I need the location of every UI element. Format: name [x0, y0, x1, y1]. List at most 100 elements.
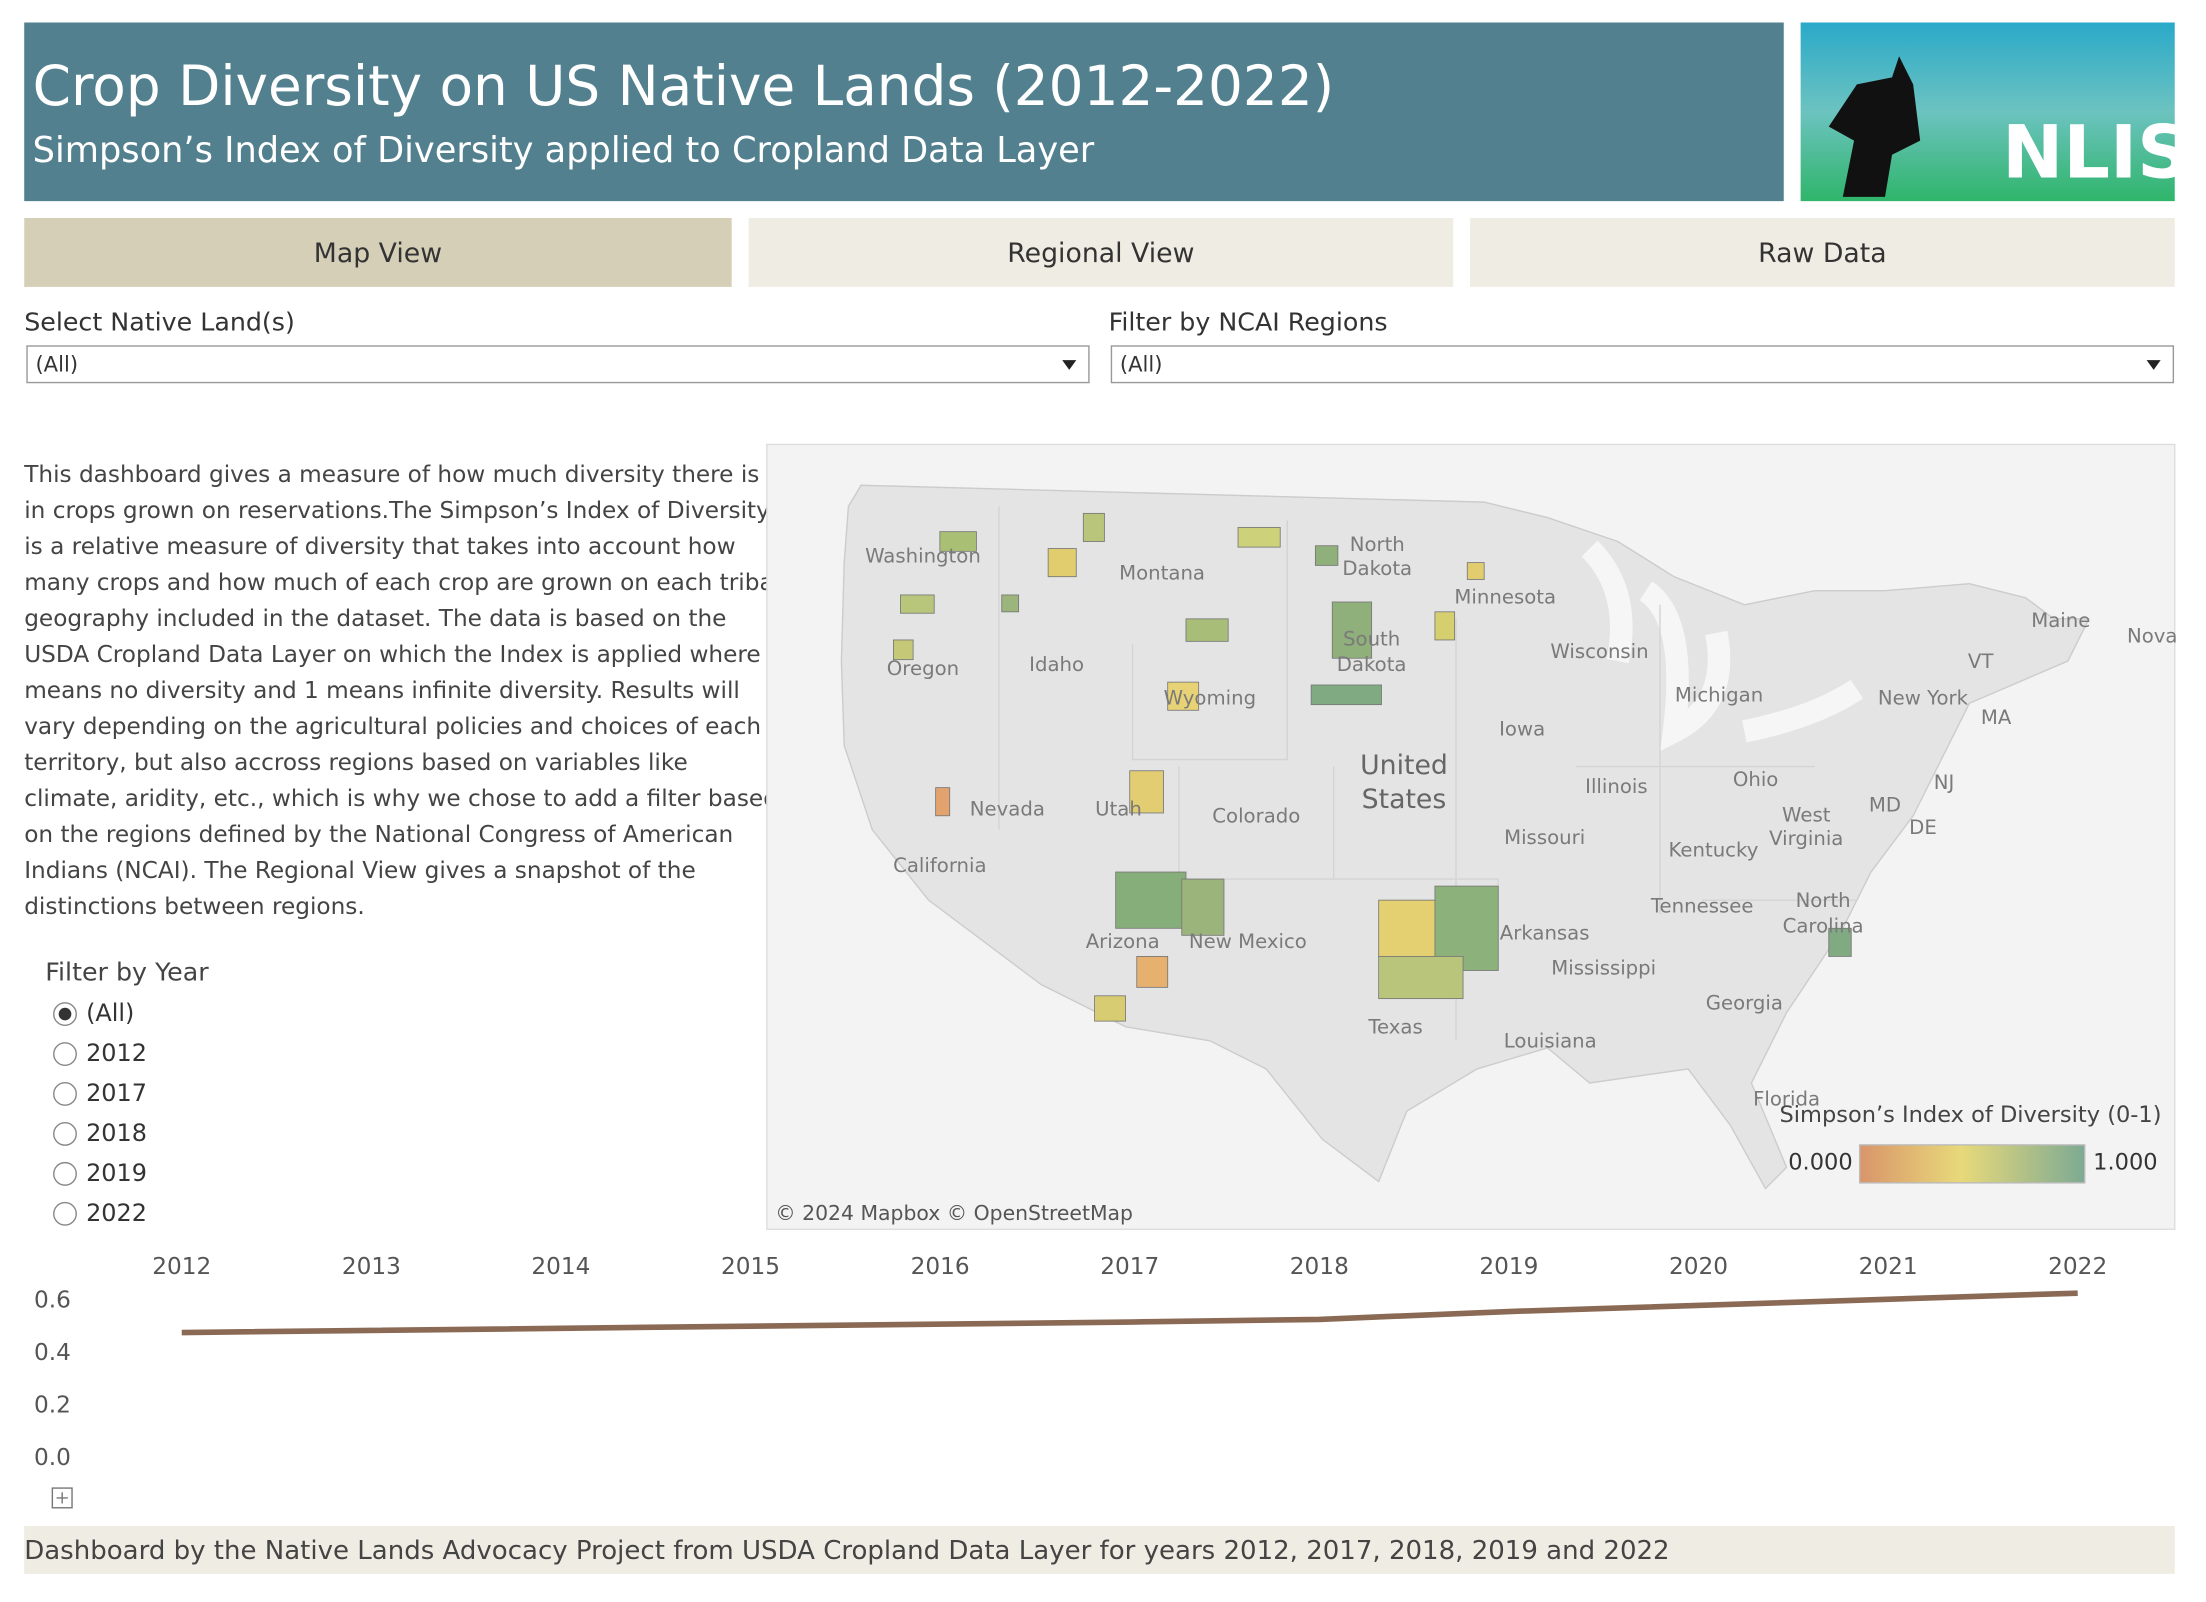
- header-bar: [24, 22, 1784, 202]
- map-label: Oregon: [887, 657, 959, 680]
- description-line: vary depending on the agricultural polic…: [24, 713, 761, 740]
- native-land[interactable]: [1136, 955, 1169, 988]
- map-label: Mississippi: [1551, 957, 1656, 980]
- map-label: Arizona: [1086, 930, 1160, 953]
- dropdown-value: (All): [1120, 352, 1163, 377]
- radio-label: (All): [86, 999, 134, 1027]
- map-label: Dakota: [1337, 653, 1407, 676]
- radio[interactable]: [53, 1042, 77, 1066]
- legend-gradient: [1858, 1144, 2086, 1184]
- great-lakes: [1581, 540, 1864, 751]
- x-tick-label: 2022: [2048, 1253, 2107, 1280]
- footer-bar: [24, 1526, 2175, 1574]
- x-tick-label: 2014: [531, 1253, 590, 1280]
- x-tick-label: 2020: [1669, 1253, 1728, 1280]
- map-label: California: [893, 854, 987, 877]
- native-land[interactable]: [935, 787, 951, 817]
- native-land[interactable]: [1378, 899, 1436, 957]
- y-tick-label: 0.6: [34, 1287, 71, 1314]
- native-land[interactable]: [1314, 545, 1339, 566]
- radio[interactable]: [53, 1201, 77, 1226]
- tab-label: Map View: [314, 238, 442, 269]
- map-label: Arkansas: [1500, 921, 1590, 944]
- tab[interactable]: [24, 218, 732, 287]
- map-label: DE: [1909, 816, 1937, 839]
- radio[interactable]: [53, 1161, 77, 1186]
- radio-dot: [58, 1007, 72, 1021]
- legend-max: 1.000: [2093, 1150, 2157, 1176]
- map-label: Minnesota: [1454, 585, 1556, 608]
- description-line: on the regions defined by the National C…: [24, 821, 733, 848]
- native-land[interactable]: [1167, 681, 1200, 711]
- map-label: Carolina: [1783, 914, 1864, 937]
- native-land[interactable]: [1237, 527, 1281, 548]
- radio[interactable]: [53, 1121, 77, 1146]
- map-label: Utah: [1095, 798, 1142, 821]
- map-label: MA: [1981, 706, 2012, 729]
- description-line: distinctions between regions.: [24, 893, 365, 920]
- native-land[interactable]: [1001, 594, 1020, 613]
- map-label: Michigan: [1675, 684, 1763, 707]
- map-label: Washington: [865, 544, 981, 567]
- description-line: This dashboard gives a measure of how mu…: [23, 461, 759, 488]
- description-line: geography included in the dataset. The d…: [24, 605, 726, 632]
- radio-label: 2012: [86, 1039, 147, 1067]
- native-land[interactable]: [893, 639, 914, 661]
- native-land[interactable]: [1181, 878, 1225, 936]
- map-label: Illinois: [1585, 775, 1647, 798]
- title: Crop Diversity on US Native Lands (2012-…: [33, 54, 1334, 118]
- native-land[interactable]: [1115, 871, 1187, 929]
- native-land[interactable]: [939, 531, 977, 552]
- description-line: territory, but also accross regions base…: [24, 749, 688, 776]
- map-label: Dakota: [1342, 557, 1412, 580]
- native-land[interactable]: [1185, 618, 1229, 642]
- native-land[interactable]: [1082, 512, 1105, 542]
- map-attribution: © 2024 Mapbox © OpenStreetMap: [775, 1201, 1133, 1225]
- native-land[interactable]: [1094, 995, 1126, 1022]
- map-label: Ohio: [1733, 768, 1778, 791]
- map-label: Nova: [2127, 625, 2177, 648]
- native-land[interactable]: [1129, 770, 1164, 814]
- description-line: USDA Cropland Data Layer on which the In…: [24, 641, 783, 668]
- x-tick-label: 2021: [1859, 1253, 1918, 1280]
- state-borders: [998, 506, 1857, 1041]
- map-label: United: [1360, 750, 1448, 781]
- dropdown[interactable]: [1110, 345, 2175, 384]
- description-line: many crops and how much of each crop are…: [24, 569, 780, 596]
- x-tick-label: 2016: [911, 1253, 970, 1280]
- radio-label: 2017: [86, 1079, 147, 1107]
- native-land[interactable]: [1434, 611, 1456, 641]
- native-land[interactable]: [1310, 684, 1382, 706]
- logo-text: NLIS: [2002, 111, 2190, 196]
- year-filter-label: Filter by Year: [45, 957, 209, 986]
- map-label: VT: [1968, 650, 1994, 673]
- native-land[interactable]: [1466, 562, 1485, 580]
- expand-plus: [56, 1492, 68, 1504]
- dropdown[interactable]: [26, 345, 1090, 384]
- description-line: climate, aridity, etc., which is why we …: [24, 785, 778, 812]
- native-land[interactable]: [900, 594, 935, 614]
- y-tick-label: 0.4: [34, 1339, 71, 1366]
- map-label: NJ: [1934, 771, 1955, 794]
- map-label: Nevada: [970, 798, 1045, 821]
- map-label: New Mexico: [1189, 930, 1307, 953]
- expand-icon[interactable]: [51, 1487, 73, 1509]
- map-label: Tennessee: [1650, 895, 1754, 918]
- native-land[interactable]: [1331, 601, 1373, 659]
- description-line: Indians (NCAI). The Regional View gives …: [24, 857, 696, 884]
- map-label: Montana: [1119, 561, 1205, 584]
- dropdown-value: (All): [35, 352, 78, 377]
- native-land[interactable]: [1047, 548, 1077, 578]
- dropdown-arrow: [2146, 360, 2161, 370]
- native-land[interactable]: [1378, 955, 1464, 1000]
- footer: Dashboard by the Native Lands Advocacy P…: [24, 1536, 1669, 1566]
- tab[interactable]: [1470, 218, 2175, 287]
- radio[interactable]: [53, 1082, 77, 1106]
- map-label: West: [1782, 803, 1831, 826]
- filter-label: Select Native Land(s): [24, 307, 295, 336]
- x-tick-label: 2019: [1479, 1253, 1538, 1280]
- map-label: New York: [1878, 687, 1969, 710]
- tab[interactable]: [748, 218, 1454, 287]
- native-land[interactable]: [1828, 927, 1852, 957]
